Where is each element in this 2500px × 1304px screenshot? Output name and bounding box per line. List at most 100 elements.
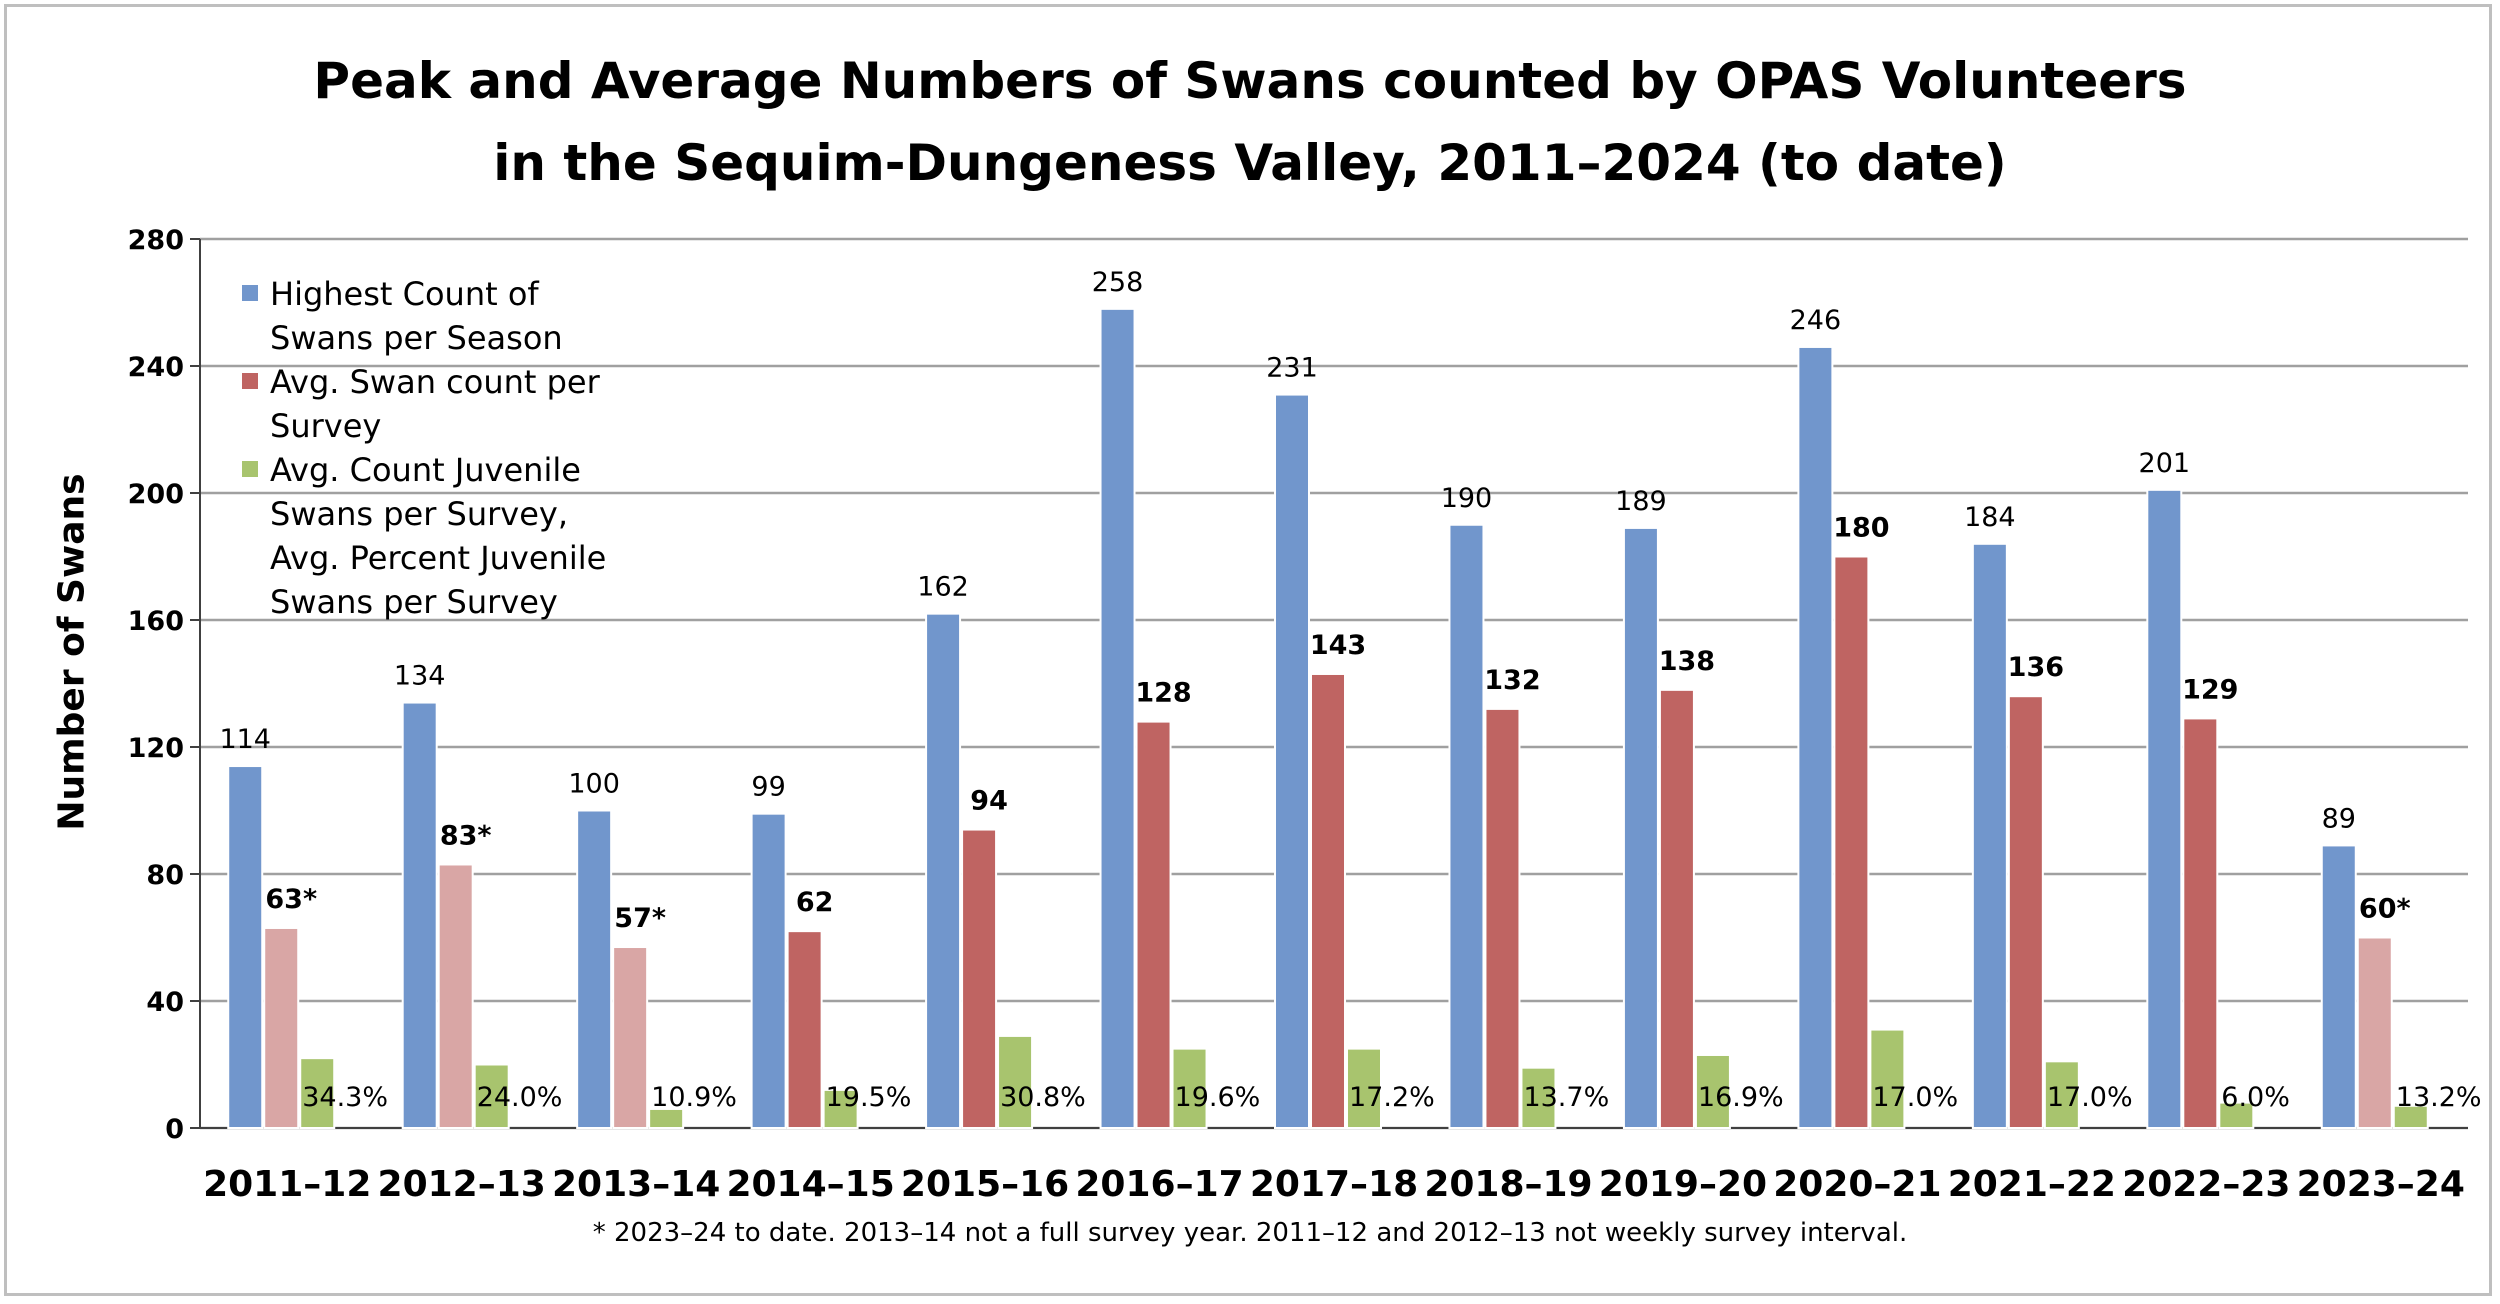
bar-highest [2320,844,2357,1129]
data-label-highest: 189 [1615,486,1667,517]
data-label-avg: 180 [1833,513,1889,544]
y-tick-label: 280 [128,225,184,256]
legend-item-avg: Avg. Swan count per Survey [238,360,670,448]
legend-label-line: Survey [270,407,382,445]
legend-label-line: Swans per Season [270,319,563,357]
data-label-juvenile: 17.0% [2047,1082,2133,1113]
legend: Highest Count of Swans per Season Avg. S… [238,272,670,624]
data-label-avg: 143 [1310,630,1366,661]
bar-avg [1484,707,1521,1130]
bar-juvenile [1869,1028,1906,1129]
data-label-highest: 246 [1790,305,1842,336]
data-label-avg: 60* [2359,894,2411,925]
bar-highest [576,809,613,1129]
data-label-juvenile: 13.7% [1523,1082,1609,1113]
legend-swatch-juvenile [242,461,258,477]
bar-avg [1135,720,1172,1129]
data-label-juvenile: 24.0% [477,1082,563,1113]
legend-label-line: Swans per Survey [270,583,558,621]
y-tick-label: 120 [128,733,184,764]
bar-highest [750,812,787,1129]
data-label-highest: 100 [568,769,620,800]
x-tick-label: 2021–22 [1948,1164,2116,1205]
y-tick-label: 200 [128,479,184,510]
bar-avg [1833,555,1870,1129]
x-tick-label: 2017–18 [1250,1164,1418,1205]
data-label-juvenile: 17.0% [1872,1082,1958,1113]
bar-juvenile [1694,1053,1731,1129]
data-label-highest: 89 [2322,803,2356,834]
bar-highest [1274,393,1310,1129]
bar-highest [2146,488,2183,1129]
bar-avg [786,930,823,1130]
data-label-avg: 136 [2008,652,2064,683]
data-label-highest: 201 [2139,448,2191,479]
data-label-juvenile: 19.5% [826,1082,912,1113]
bar-juvenile [2392,1104,2429,1130]
bar-juvenile [473,1063,510,1129]
data-label-highest: 258 [1092,267,1144,298]
data-label-highest: 190 [1441,483,1493,514]
y-tick-label: 240 [128,352,184,383]
bar-avg [612,946,649,1130]
x-tick-label: 2014–15 [726,1164,894,1205]
data-label-avg: 57* [614,903,666,934]
bar-juvenile [822,1088,859,1130]
legend-label-line: Highest Count of [270,275,539,313]
bar-juvenile [2218,1101,2255,1129]
data-label-avg: 129 [2182,674,2238,705]
data-label-juvenile: 30.8% [1000,1082,1086,1113]
y-tick-label: 160 [128,606,184,637]
y-tick-label: 40 [146,987,184,1018]
bar-juvenile [997,1034,1034,1130]
legend-label-line: Swans per Survey, [270,495,569,533]
legend-item-juvenile: Avg. Count Juvenile Swans per Survey, Av… [238,448,670,624]
bar-juvenile [2043,1060,2080,1129]
bar-highest [1622,526,1659,1129]
data-label-avg: 63* [265,884,317,915]
data-label-avg: 132 [1484,665,1540,696]
bar-avg [1310,672,1346,1129]
bar-avg [961,828,998,1129]
legend-label-line: Avg. Swan count per [270,363,600,401]
data-label-highest: 114 [219,724,271,755]
legend-label-line: Avg. Percent Juvenile [270,539,607,577]
x-tick-label: 2022–23 [2122,1164,2290,1205]
bar-highest [1099,307,1136,1130]
legend-item-highest: Highest Count of Swans per Season [238,272,670,360]
bar-juvenile [1346,1047,1382,1129]
y-tick-label: 0 [165,1114,184,1145]
data-label-avg: 128 [1135,678,1191,709]
bar-highest [1797,345,1834,1129]
chart-title-line-1: Peak and Average Numbers of Swans counte… [313,52,2187,110]
bar-juvenile [648,1107,685,1129]
data-label-juvenile: 6.0% [2221,1082,2290,1113]
data-label-juvenile: 16.9% [1698,1082,1784,1113]
bar-juvenile [1520,1066,1557,1130]
x-tick-label: 2019–20 [1599,1164,1767,1205]
x-tick-label: 2013–14 [552,1164,720,1205]
data-label-avg: 62 [796,887,834,918]
x-tick-label: 2020–21 [1773,1164,1941,1205]
data-label-highest: 134 [394,661,446,692]
data-label-juvenile: 10.9% [651,1082,737,1113]
bar-juvenile [1171,1047,1208,1129]
data-label-highest: 162 [917,572,969,603]
data-label-juvenile: 13.2% [2396,1082,2482,1113]
x-tick-label: 2018–19 [1424,1164,1592,1205]
data-label-highest: 99 [751,772,785,803]
bar-avg [437,863,474,1129]
data-label-highest: 184 [1964,502,2016,533]
data-label-avg: 138 [1659,646,1715,677]
legend-swatch-avg [242,373,258,389]
y-tick-label: 80 [146,860,184,891]
bar-highest [1448,523,1485,1129]
chart-title: Peak and Average Numbers of Swans counte… [0,40,2500,204]
legend-label-line: Avg. Count Juvenile [270,451,581,489]
x-tick-label: 2011–12 [203,1164,371,1205]
bar-avg [2356,936,2393,1129]
x-tick-label: 2012–13 [378,1164,546,1205]
bar-highest [925,612,962,1129]
bar-juvenile [299,1057,336,1130]
